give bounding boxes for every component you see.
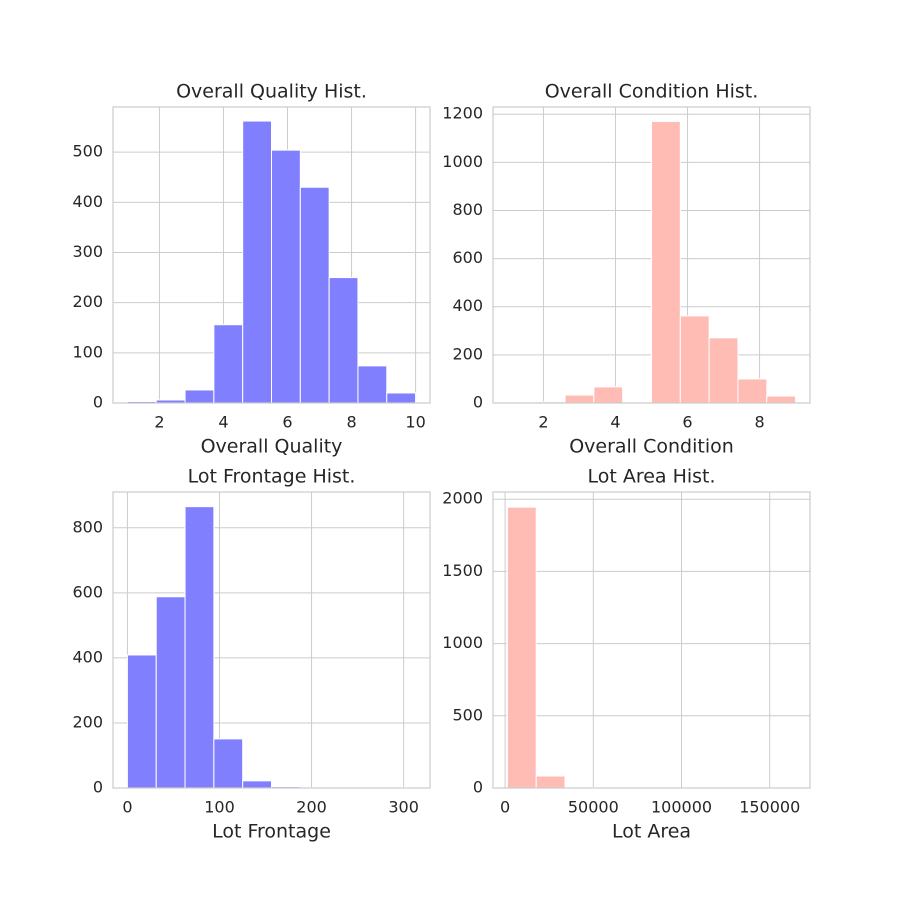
- y-tick-label: 800: [72, 517, 103, 536]
- x-axis-label: Lot Frontage: [212, 821, 331, 843]
- bar: [386, 392, 417, 404]
- y-tick-label: 500: [452, 705, 483, 724]
- x-tick-label: 2: [154, 413, 164, 432]
- chart-title: Overall Condition Hist.: [545, 81, 759, 103]
- x-tick-label: 300: [388, 798, 419, 817]
- y-tick-label: 1200: [442, 104, 483, 123]
- y-tick-label: 1500: [442, 561, 483, 580]
- x-tick-label: 6: [282, 413, 292, 432]
- x-tick-label: 4: [610, 413, 620, 432]
- y-tick-label: 0: [473, 778, 483, 797]
- bar: [708, 337, 739, 404]
- axes-frame: [492, 106, 811, 404]
- x-tick-label: 50000: [568, 798, 619, 817]
- y-tick-label: 400: [72, 647, 103, 666]
- y-tick-label: 100: [72, 342, 103, 361]
- bar: [299, 186, 330, 404]
- y-tick-label: 800: [452, 200, 483, 219]
- x-tick-label: 4: [218, 413, 228, 432]
- x-axis-label: Overall Condition: [569, 436, 734, 458]
- bar: [506, 506, 537, 789]
- y-tick-label: 400: [72, 192, 103, 211]
- y-tick-label: 300: [72, 242, 103, 261]
- bar: [184, 506, 215, 789]
- y-tick-label: 200: [452, 344, 483, 363]
- bar: [213, 324, 244, 404]
- chart-title: Lot Area Hist.: [587, 466, 715, 488]
- y-tick-label: 600: [452, 248, 483, 267]
- y-tick-label: 0: [473, 393, 483, 412]
- bar: [184, 389, 215, 404]
- bar: [357, 365, 388, 404]
- x-tick-label: 0: [122, 798, 132, 817]
- y-tick-label: 1000: [442, 152, 483, 171]
- bar: [737, 378, 768, 404]
- x-tick-label: 10: [405, 413, 425, 432]
- bar: [271, 149, 301, 404]
- chart-title: Overall Quality Hist.: [176, 81, 367, 103]
- x-tick-label: 200: [296, 798, 327, 817]
- bar: [242, 780, 273, 789]
- y-tick-label: 400: [452, 296, 483, 315]
- x-tick-label: 6: [682, 413, 692, 432]
- x-tick-label: 100000: [651, 798, 712, 817]
- x-tick-label: 2: [538, 413, 548, 432]
- y-tick-label: 0: [93, 393, 103, 412]
- x-tick-label: 100: [204, 798, 235, 817]
- y-tick-label: 200: [72, 292, 103, 311]
- y-tick-label: 200: [72, 712, 103, 731]
- axes-frame: [112, 106, 431, 404]
- bar: [564, 394, 595, 404]
- x-axis-label: Lot Area: [612, 821, 691, 843]
- y-tick-label: 0: [93, 778, 103, 797]
- bar: [242, 120, 273, 404]
- x-axis-label: Overall Quality: [201, 436, 343, 458]
- bar: [213, 738, 244, 789]
- bar: [593, 386, 624, 404]
- y-tick-label: 600: [72, 582, 103, 601]
- bar: [766, 395, 797, 404]
- y-tick-label: 2000: [442, 489, 483, 508]
- bar: [155, 596, 186, 789]
- bar: [328, 277, 359, 404]
- axes-frame: [492, 491, 811, 789]
- x-tick-label: 8: [346, 413, 356, 432]
- bar: [651, 120, 681, 404]
- axes-frame: [112, 491, 431, 789]
- x-tick-label: 8: [754, 413, 764, 432]
- y-tick-label: 1000: [442, 633, 483, 652]
- chart-title: Lot Frontage Hist.: [188, 466, 356, 488]
- bar: [679, 315, 710, 404]
- y-tick-label: 500: [72, 142, 103, 161]
- x-tick-label: 150000: [739, 798, 800, 817]
- x-tick-label: 0: [500, 798, 510, 817]
- bar: [126, 654, 157, 789]
- bar: [535, 775, 566, 789]
